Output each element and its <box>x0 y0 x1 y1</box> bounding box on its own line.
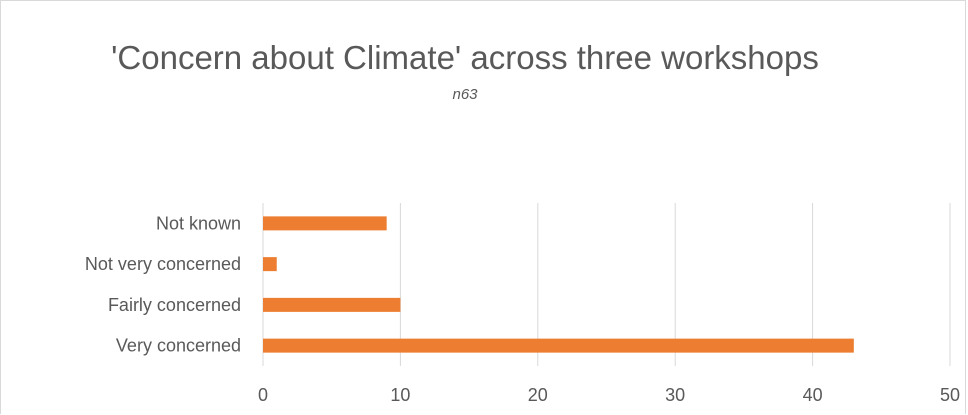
category-label: Fairly concerned <box>108 295 241 315</box>
bar <box>263 257 277 272</box>
bars <box>263 216 854 353</box>
x-tick-label: 30 <box>665 385 685 405</box>
bar <box>263 338 854 353</box>
bar <box>263 297 401 312</box>
x-axis-tick-labels: 0 10 20 30 40 50 <box>258 385 960 405</box>
bar <box>263 216 387 231</box>
chart-subtitle: n63 <box>452 86 478 103</box>
category-label: Not known <box>156 213 241 233</box>
x-tick-label: 40 <box>803 385 823 405</box>
x-tick-label: 0 <box>258 385 268 405</box>
category-label: Very concerned <box>116 336 241 356</box>
x-tick-label: 20 <box>528 385 548 405</box>
x-tick-label: 10 <box>390 385 410 405</box>
x-tick-label: 50 <box>940 385 960 405</box>
category-label: Not very concerned <box>85 254 241 274</box>
category-labels: Very concerned Fairly concerned Not very c… <box>85 213 241 355</box>
chart-title: 'Concern about Climate' across three wor… <box>111 39 819 76</box>
